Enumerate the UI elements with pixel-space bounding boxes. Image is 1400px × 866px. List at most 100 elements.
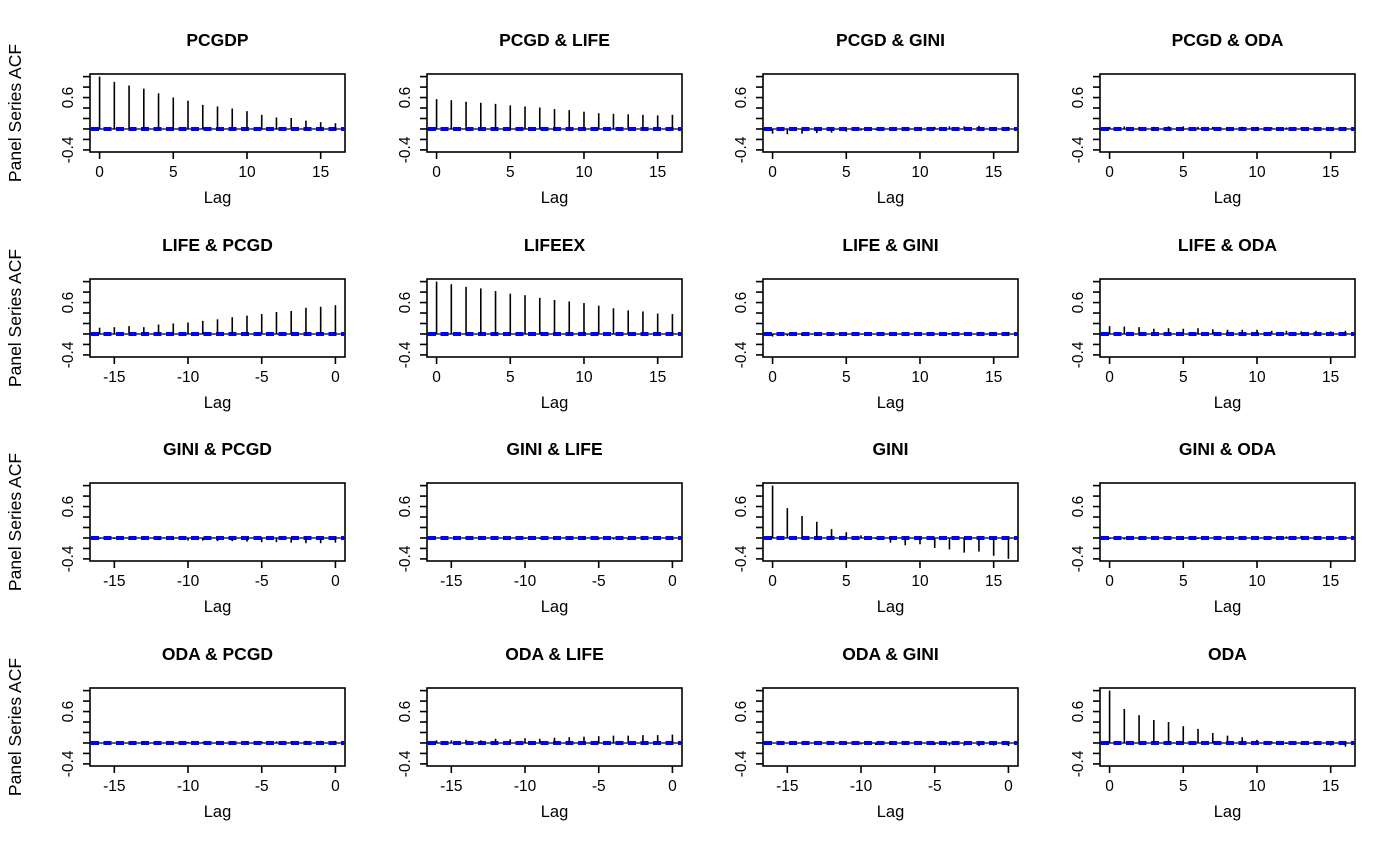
x-tick-label: 5	[505, 164, 514, 181]
y-tick-label: 0.6	[60, 700, 77, 722]
acf-panel-oda: 0.6 -0.4 0 5 10 15 ODA Lag	[1070, 644, 1356, 821]
x-tick-label: 15	[1322, 573, 1339, 590]
panel-title: ODA & PCGD	[162, 644, 273, 664]
acf-panel-pcgdp: 0.6 -0.4 0 5 10 15 PCGDP Lag	[60, 30, 346, 207]
plot-box	[762, 277, 1019, 358]
x-tick-label: 0	[331, 778, 340, 795]
panel-title: ODA & GINI	[842, 644, 939, 664]
acf-panel-oda-pcgd: 0.6 -0.4 -15 -10 -5 0 ODA & PCGD Lag	[60, 644, 346, 821]
plot-box	[762, 686, 1019, 767]
y-tick-label: 0.6	[60, 291, 77, 313]
x-axis-label: Lag	[540, 803, 568, 821]
panel-title: LIFE & PCGD	[162, 235, 273, 255]
panel-title: GINI	[873, 439, 909, 459]
x-tick-label: 0	[1105, 573, 1114, 590]
y-tick-label: -0.4	[60, 136, 77, 163]
x-tick-label: 15	[1322, 778, 1339, 795]
panel-title: LIFE & ODA	[1177, 235, 1277, 255]
x-tick-label: -10	[177, 573, 200, 590]
panel-title: GINI & LIFE	[506, 439, 602, 459]
y-tick-label: -0.4	[397, 750, 414, 777]
x-tick-label: -5	[255, 778, 269, 795]
plot-box	[89, 277, 346, 358]
plot-box	[1098, 482, 1356, 562]
x-tick-label: 15	[649, 164, 666, 181]
y-tick-label: -0.4	[60, 341, 77, 368]
x-tick-label: 0	[668, 778, 677, 795]
acf-panel-life-pcgd: 0.6 -0.4 -15 -10 -5 0 LIFE & PCGD Lag	[60, 235, 346, 412]
acf-panel-gini: 0.6 -0.4 0 5 10 15 GINI Lag	[733, 439, 1019, 616]
y-tick-label: 0.6	[733, 700, 750, 722]
x-axis-label: Lag	[204, 394, 232, 412]
y-axis-title: Panel Series ACF	[5, 657, 25, 795]
panel-title: LIFE & GINI	[842, 235, 938, 255]
acf-panel-pcgd-oda: 0.6 -0.4 0 5 10 15 PCGD & ODA Lag	[1070, 30, 1356, 207]
plot-box	[425, 277, 683, 358]
plot-box	[1098, 686, 1356, 767]
x-axis-label: Lag	[1213, 598, 1241, 616]
x-tick-label: 0	[95, 164, 104, 181]
x-axis-label: Lag	[877, 598, 905, 616]
x-tick-label: -5	[591, 778, 605, 795]
x-axis-label: Lag	[877, 394, 905, 412]
acf-panel-oda-life: 0.6 -0.4 -15 -10 -5 0 ODA & LIFE Lag	[397, 644, 683, 821]
panel-title: PCGDP	[186, 30, 249, 50]
x-tick-label: -10	[177, 778, 200, 795]
x-axis-label: Lag	[1213, 189, 1241, 207]
plot-box	[762, 73, 1019, 153]
y-tick-label: -0.4	[1070, 341, 1087, 368]
acf-panel-oda-gini: 0.6 -0.4 -15 -10 -5 0 ODA & GINI Lag	[733, 644, 1019, 821]
x-tick-label: -15	[103, 573, 125, 590]
x-axis-label: Lag	[204, 189, 232, 207]
panel-title: GINI & ODA	[1178, 439, 1276, 459]
panel-title: PCGD & GINI	[836, 30, 945, 50]
x-tick-label: 10	[575, 369, 593, 386]
y-axis-title-strip: Panel Series ACF	[5, 44, 25, 182]
panel-title: GINI & PCGD	[163, 439, 272, 459]
x-tick-label: -5	[255, 369, 269, 386]
plot-box	[425, 482, 683, 562]
x-tick-label: -15	[103, 778, 125, 795]
x-tick-label: -10	[850, 778, 873, 795]
x-tick-label: -10	[177, 369, 200, 386]
y-tick-label: 0.6	[60, 87, 77, 109]
acf-panel-gini-oda: 0.6 -0.4 0 5 10 15 GINI & ODA Lag	[1070, 439, 1356, 616]
x-tick-label: 5	[169, 164, 178, 181]
plot-box	[762, 482, 1019, 562]
x-tick-label: 5	[842, 573, 851, 590]
y-axis-title-strip: Panel Series ACF	[5, 657, 25, 795]
y-axis-title-strip: Panel Series ACF	[5, 453, 25, 591]
y-tick-label: 0.6	[1070, 291, 1087, 313]
y-tick-label: 0.6	[1070, 496, 1087, 518]
x-tick-label: -15	[776, 778, 798, 795]
y-tick-label: 0.6	[733, 87, 750, 109]
x-tick-label: 5	[1178, 369, 1187, 386]
x-tick-label: 0	[331, 369, 340, 386]
y-tick-label: -0.4	[733, 341, 750, 368]
x-tick-label: 0	[1105, 369, 1114, 386]
x-tick-label: 10	[575, 164, 593, 181]
y-tick-label: 0.6	[733, 291, 750, 313]
acf-panel-life-oda: 0.6 -0.4 0 5 10 15 LIFE & ODA Lag	[1070, 235, 1356, 412]
y-axis-title: Panel Series ACF	[5, 44, 25, 182]
y-tick-label: -0.4	[733, 545, 750, 572]
y-tick-label: -0.4	[397, 341, 414, 368]
plot-box	[89, 482, 346, 562]
x-axis-label: Lag	[877, 803, 905, 821]
x-tick-label: -5	[255, 573, 269, 590]
x-tick-label: 15	[312, 164, 329, 181]
x-tick-label: 0	[768, 369, 777, 386]
x-axis-label: Lag	[540, 394, 568, 412]
acf-panel-lifeex: 0.6 -0.4 0 5 10 15 LIFEEX Lag	[397, 235, 683, 412]
x-axis-label: Lag	[540, 189, 568, 207]
x-tick-label: 5	[842, 369, 851, 386]
x-tick-label: 15	[985, 369, 1002, 386]
x-tick-label: 5	[842, 164, 851, 181]
x-tick-label: 10	[1248, 778, 1266, 795]
x-tick-label: 15	[1322, 164, 1339, 181]
plot-box	[89, 73, 346, 153]
panel-title: ODA	[1208, 644, 1247, 664]
x-tick-label: 10	[911, 369, 929, 386]
x-tick-label: 10	[1248, 573, 1266, 590]
x-tick-label: -10	[513, 573, 536, 590]
